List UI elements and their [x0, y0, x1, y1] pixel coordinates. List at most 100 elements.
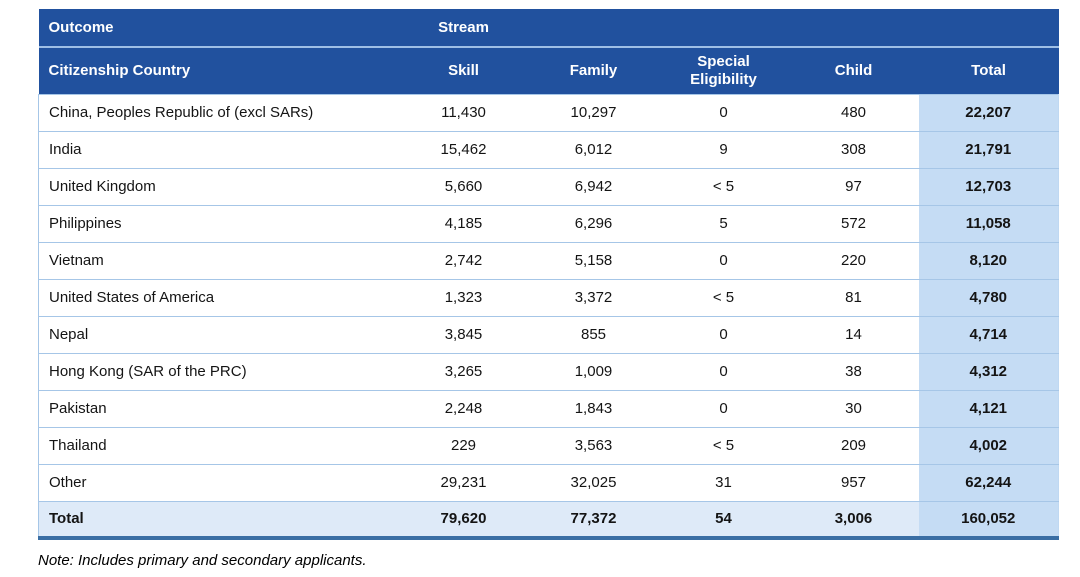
table-row-vietnam: Vietnam 2,742 5,158 0 220 8,120 [38, 242, 1059, 280]
child-cell: 97 [788, 168, 919, 206]
header-spacer [918, 9, 1059, 48]
total-cell: 4,312 [918, 353, 1059, 391]
family-cell: 10,297 [528, 93, 659, 132]
column-header-child: Child [788, 47, 919, 94]
table-row-nepal: Nepal 3,845 855 0 14 4,714 [38, 316, 1059, 354]
header-row-columns: Citizenship Country Skill Family Special… [38, 47, 1059, 94]
skill-cell: 15,462 [398, 131, 529, 169]
child-cell: 81 [788, 279, 919, 317]
total-cell: 4,121 [918, 390, 1059, 428]
family-total-cell: 77,372 [528, 501, 659, 540]
country-cell: Hong Kong (SAR of the PRC) [38, 353, 399, 391]
family-cell: 32,025 [528, 464, 659, 502]
special-eligibility-cell: 0 [658, 93, 789, 132]
special-eligibility-cell: 0 [658, 390, 789, 428]
skill-cell: 229 [398, 427, 529, 465]
header-row-outcome-stream: Outcome Stream [38, 9, 1059, 48]
table-row-united-states: United States of America 1,323 3,372 < 5… [38, 279, 1059, 317]
table-row-china: China, Peoples Republic of (excl SARs) 1… [38, 93, 1059, 132]
country-cell: United Kingdom [38, 168, 399, 206]
family-cell: 5,158 [528, 242, 659, 280]
table-row-other: Other 29,231 32,025 31 957 62,244 [38, 464, 1059, 502]
skill-cell: 11,430 [398, 93, 529, 132]
total-cell: 21,791 [918, 131, 1059, 169]
grand-total-cell: 160,052 [918, 501, 1059, 540]
total-cell: 4,002 [918, 427, 1059, 465]
skill-cell: 3,845 [398, 316, 529, 354]
child-cell: 38 [788, 353, 919, 391]
child-cell: 480 [788, 93, 919, 132]
country-cell: Thailand [38, 427, 399, 465]
family-cell: 855 [528, 316, 659, 354]
header-spacer [658, 9, 789, 48]
stream-header: Stream [398, 9, 529, 48]
total-row-label: Total [38, 501, 399, 540]
special-eligibility-cell: < 5 [658, 168, 789, 206]
child-cell: 308 [788, 131, 919, 169]
special-eligibility-cell: 5 [658, 205, 789, 243]
family-cell: 6,012 [528, 131, 659, 169]
header-spacer [788, 9, 919, 48]
total-cell: 8,120 [918, 242, 1059, 280]
special-eligibility-cell: < 5 [658, 427, 789, 465]
family-cell: 6,942 [528, 168, 659, 206]
total-cell: 12,703 [918, 168, 1059, 206]
skill-total-cell: 79,620 [398, 501, 529, 540]
skill-cell: 29,231 [398, 464, 529, 502]
column-header-skill: Skill [398, 47, 529, 94]
skill-cell: 1,323 [398, 279, 529, 317]
skill-cell: 5,660 [398, 168, 529, 206]
special-eligibility-cell: 9 [658, 131, 789, 169]
special-eligibility-cell: 31 [658, 464, 789, 502]
family-cell: 3,372 [528, 279, 659, 317]
child-cell: 957 [788, 464, 919, 502]
table-row-india: India 15,462 6,012 9 308 21,791 [38, 131, 1059, 169]
total-cell: 4,780 [918, 279, 1059, 317]
total-cell: 4,714 [918, 316, 1059, 354]
column-header-family: Family [528, 47, 659, 94]
special-eligibility-cell: 0 [658, 316, 789, 354]
footnote: Note: Includes primary and secondary app… [38, 552, 367, 569]
skill-cell: 3,265 [398, 353, 529, 391]
table-row-united-kingdom: United Kingdom 5,660 6,942 < 5 97 12,703 [38, 168, 1059, 206]
column-header-special-eligibility: Special Eligibility [658, 47, 789, 94]
skill-cell: 2,248 [398, 390, 529, 428]
child-total-cell: 3,006 [788, 501, 919, 540]
total-cell: 62,244 [918, 464, 1059, 502]
total-cell: 11,058 [918, 205, 1059, 243]
outcomes-by-stream-table: Outcome Stream Citizenship Country Skill… [38, 9, 1059, 540]
skill-cell: 4,185 [398, 205, 529, 243]
country-cell: India [38, 131, 399, 169]
special-eligibility-cell: < 5 [658, 279, 789, 317]
country-cell: Other [38, 464, 399, 502]
child-cell: 572 [788, 205, 919, 243]
table-row-hong-kong: Hong Kong (SAR of the PRC) 3,265 1,009 0… [38, 353, 1059, 391]
child-cell: 30 [788, 390, 919, 428]
table-row-total: Total 79,620 77,372 54 3,006 160,052 [38, 501, 1059, 540]
country-cell: Nepal [38, 316, 399, 354]
country-cell: United States of America [38, 279, 399, 317]
family-cell: 1,009 [528, 353, 659, 391]
family-cell: 1,843 [528, 390, 659, 428]
header-spacer [528, 9, 659, 48]
table-row-philippines: Philippines 4,185 6,296 5 572 11,058 [38, 205, 1059, 243]
special-eligibility-cell: 0 [658, 242, 789, 280]
total-cell: 22,207 [918, 93, 1059, 132]
country-cell: Pakistan [38, 390, 399, 428]
special-eligibility-cell: 0 [658, 353, 789, 391]
child-cell: 14 [788, 316, 919, 354]
child-cell: 209 [788, 427, 919, 465]
skill-cell: 2,742 [398, 242, 529, 280]
country-cell: China, Peoples Republic of (excl SARs) [38, 93, 399, 132]
special-eligibility-total-cell: 54 [658, 501, 789, 540]
country-cell: Philippines [38, 205, 399, 243]
child-cell: 220 [788, 242, 919, 280]
table-header: Outcome Stream Citizenship Country Skill… [38, 9, 1059, 94]
family-cell: 6,296 [528, 205, 659, 243]
column-header-citizenship-country: Citizenship Country [38, 47, 399, 94]
outcome-header: Outcome [38, 9, 399, 48]
table-body: China, Peoples Republic of (excl SARs) 1… [38, 93, 1059, 540]
table-row-thailand: Thailand 229 3,563 < 5 209 4,002 [38, 427, 1059, 465]
family-cell: 3,563 [528, 427, 659, 465]
